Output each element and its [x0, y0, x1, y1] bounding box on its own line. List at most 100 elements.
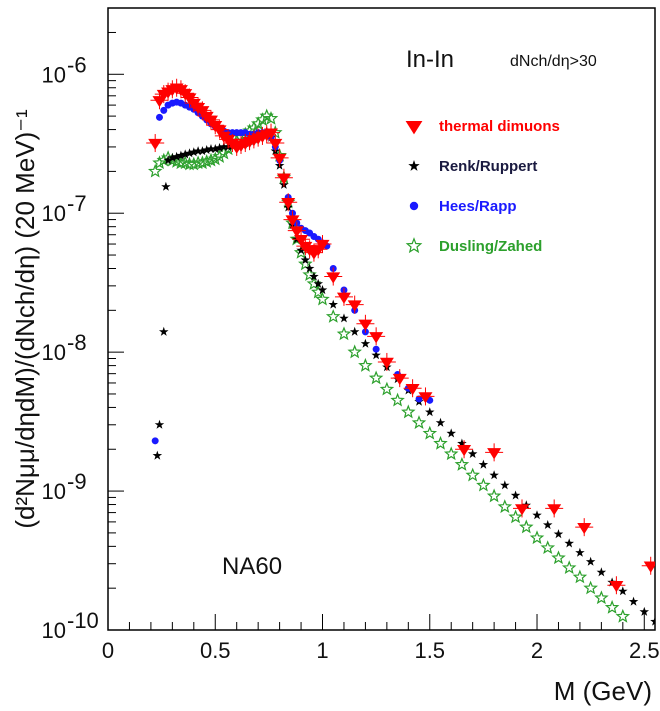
x-tick-label: 2.5: [629, 638, 660, 663]
legend-entry-label: Renk/Ruppert: [439, 158, 537, 175]
data-point: [478, 459, 489, 469]
data-point: [276, 173, 291, 185]
data-point: [409, 201, 419, 211]
data-point: [212, 125, 227, 137]
data-point: [313, 278, 323, 288]
x-tick-label: 2: [531, 638, 543, 663]
data-point: [405, 120, 423, 135]
series-thermal-dimuons: [146, 78, 655, 595]
data-point: [298, 256, 313, 271]
data-point: [487, 448, 502, 460]
experiment-label: NA60: [222, 553, 282, 580]
y-tick-exponent: -9: [67, 469, 87, 494]
data-point: [515, 504, 530, 516]
x-axis-title: M (GeV): [554, 676, 652, 706]
data-point: [543, 520, 553, 529]
data-point: [497, 499, 513, 514]
data-point: [405, 237, 423, 254]
data-point: [171, 151, 182, 161]
data-point: [360, 338, 371, 348]
data-point: [296, 245, 306, 255]
data-point: [317, 285, 328, 295]
data-point: [411, 415, 427, 430]
data-point: [281, 198, 296, 210]
data-point: [508, 509, 523, 524]
y-tick-label: 10: [42, 201, 66, 226]
legend-entry-label: Dusling/Zahed: [439, 238, 542, 255]
data-point: [289, 226, 304, 238]
data-point: [268, 138, 283, 151]
data-point: [180, 149, 190, 159]
data-point: [401, 404, 416, 419]
data-point: [347, 300, 362, 312]
data-point: [315, 291, 330, 306]
data-point: [594, 590, 609, 605]
data-point: [336, 326, 352, 341]
data-point: [210, 144, 220, 153]
data-point: [147, 163, 163, 178]
data-point: [339, 313, 349, 323]
data-point: [615, 608, 631, 623]
data-point: [583, 580, 598, 595]
data-point: [604, 599, 620, 614]
data-point: [465, 467, 480, 482]
data-point: [446, 428, 456, 438]
data-point: [415, 395, 423, 403]
y-axis-title: (d²Nμμ/dηdM)/(dNch/dη) (20 MeV)⁻¹: [10, 109, 40, 529]
data-series: [146, 78, 655, 626]
data-point: [203, 152, 219, 167]
data-point: [272, 153, 287, 165]
x-tick-label: 1.5: [414, 638, 445, 663]
data-point: [219, 141, 229, 151]
data-point: [371, 350, 381, 360]
data-point: [561, 560, 577, 575]
data-point: [315, 239, 330, 252]
data-point: [405, 384, 420, 396]
data-point: [486, 488, 502, 503]
series-dusling-zahed: [147, 108, 631, 623]
header-collision-system: In-In: [406, 46, 454, 73]
data-point: [368, 370, 384, 385]
data-point: [358, 319, 373, 331]
data-point: [547, 504, 562, 516]
data-point: [618, 586, 628, 596]
data-point: [328, 299, 338, 309]
data-point: [148, 138, 163, 151]
data-point: [325, 309, 341, 323]
data-point: [564, 538, 574, 548]
x-tick-labels: 0 0.5 1 1.5 2 2.5: [102, 638, 660, 663]
data-point: [160, 106, 168, 114]
data-point: [167, 152, 178, 162]
x-tick-label: 1: [316, 638, 328, 663]
data-point: [379, 381, 395, 396]
data-point: [349, 326, 360, 336]
data-point: [609, 581, 624, 593]
data-point: [285, 215, 300, 227]
data-point: [372, 345, 380, 353]
data-point: [326, 272, 341, 284]
x-tick-label: 0: [102, 638, 114, 663]
data-point: [433, 435, 448, 450]
data-point: [457, 438, 467, 448]
data-point: [300, 255, 311, 265]
data-point: [199, 154, 214, 168]
data-point: [263, 110, 279, 125]
data-point: [176, 150, 186, 160]
data-point: [189, 147, 199, 157]
y-tick-label: 10: [42, 62, 66, 87]
data-point: [155, 113, 163, 121]
data-point: [369, 332, 384, 344]
data-point: [264, 128, 279, 140]
data-point: [551, 550, 566, 565]
axis-ticks: [107, 7, 645, 631]
data-point: [201, 145, 212, 155]
data-point: [197, 146, 208, 156]
data-point: [347, 344, 362, 359]
data-point: [529, 530, 545, 545]
data-point: [639, 606, 649, 616]
data-point: [476, 477, 491, 492]
data-point: [214, 142, 225, 152]
data-point: [435, 417, 446, 427]
